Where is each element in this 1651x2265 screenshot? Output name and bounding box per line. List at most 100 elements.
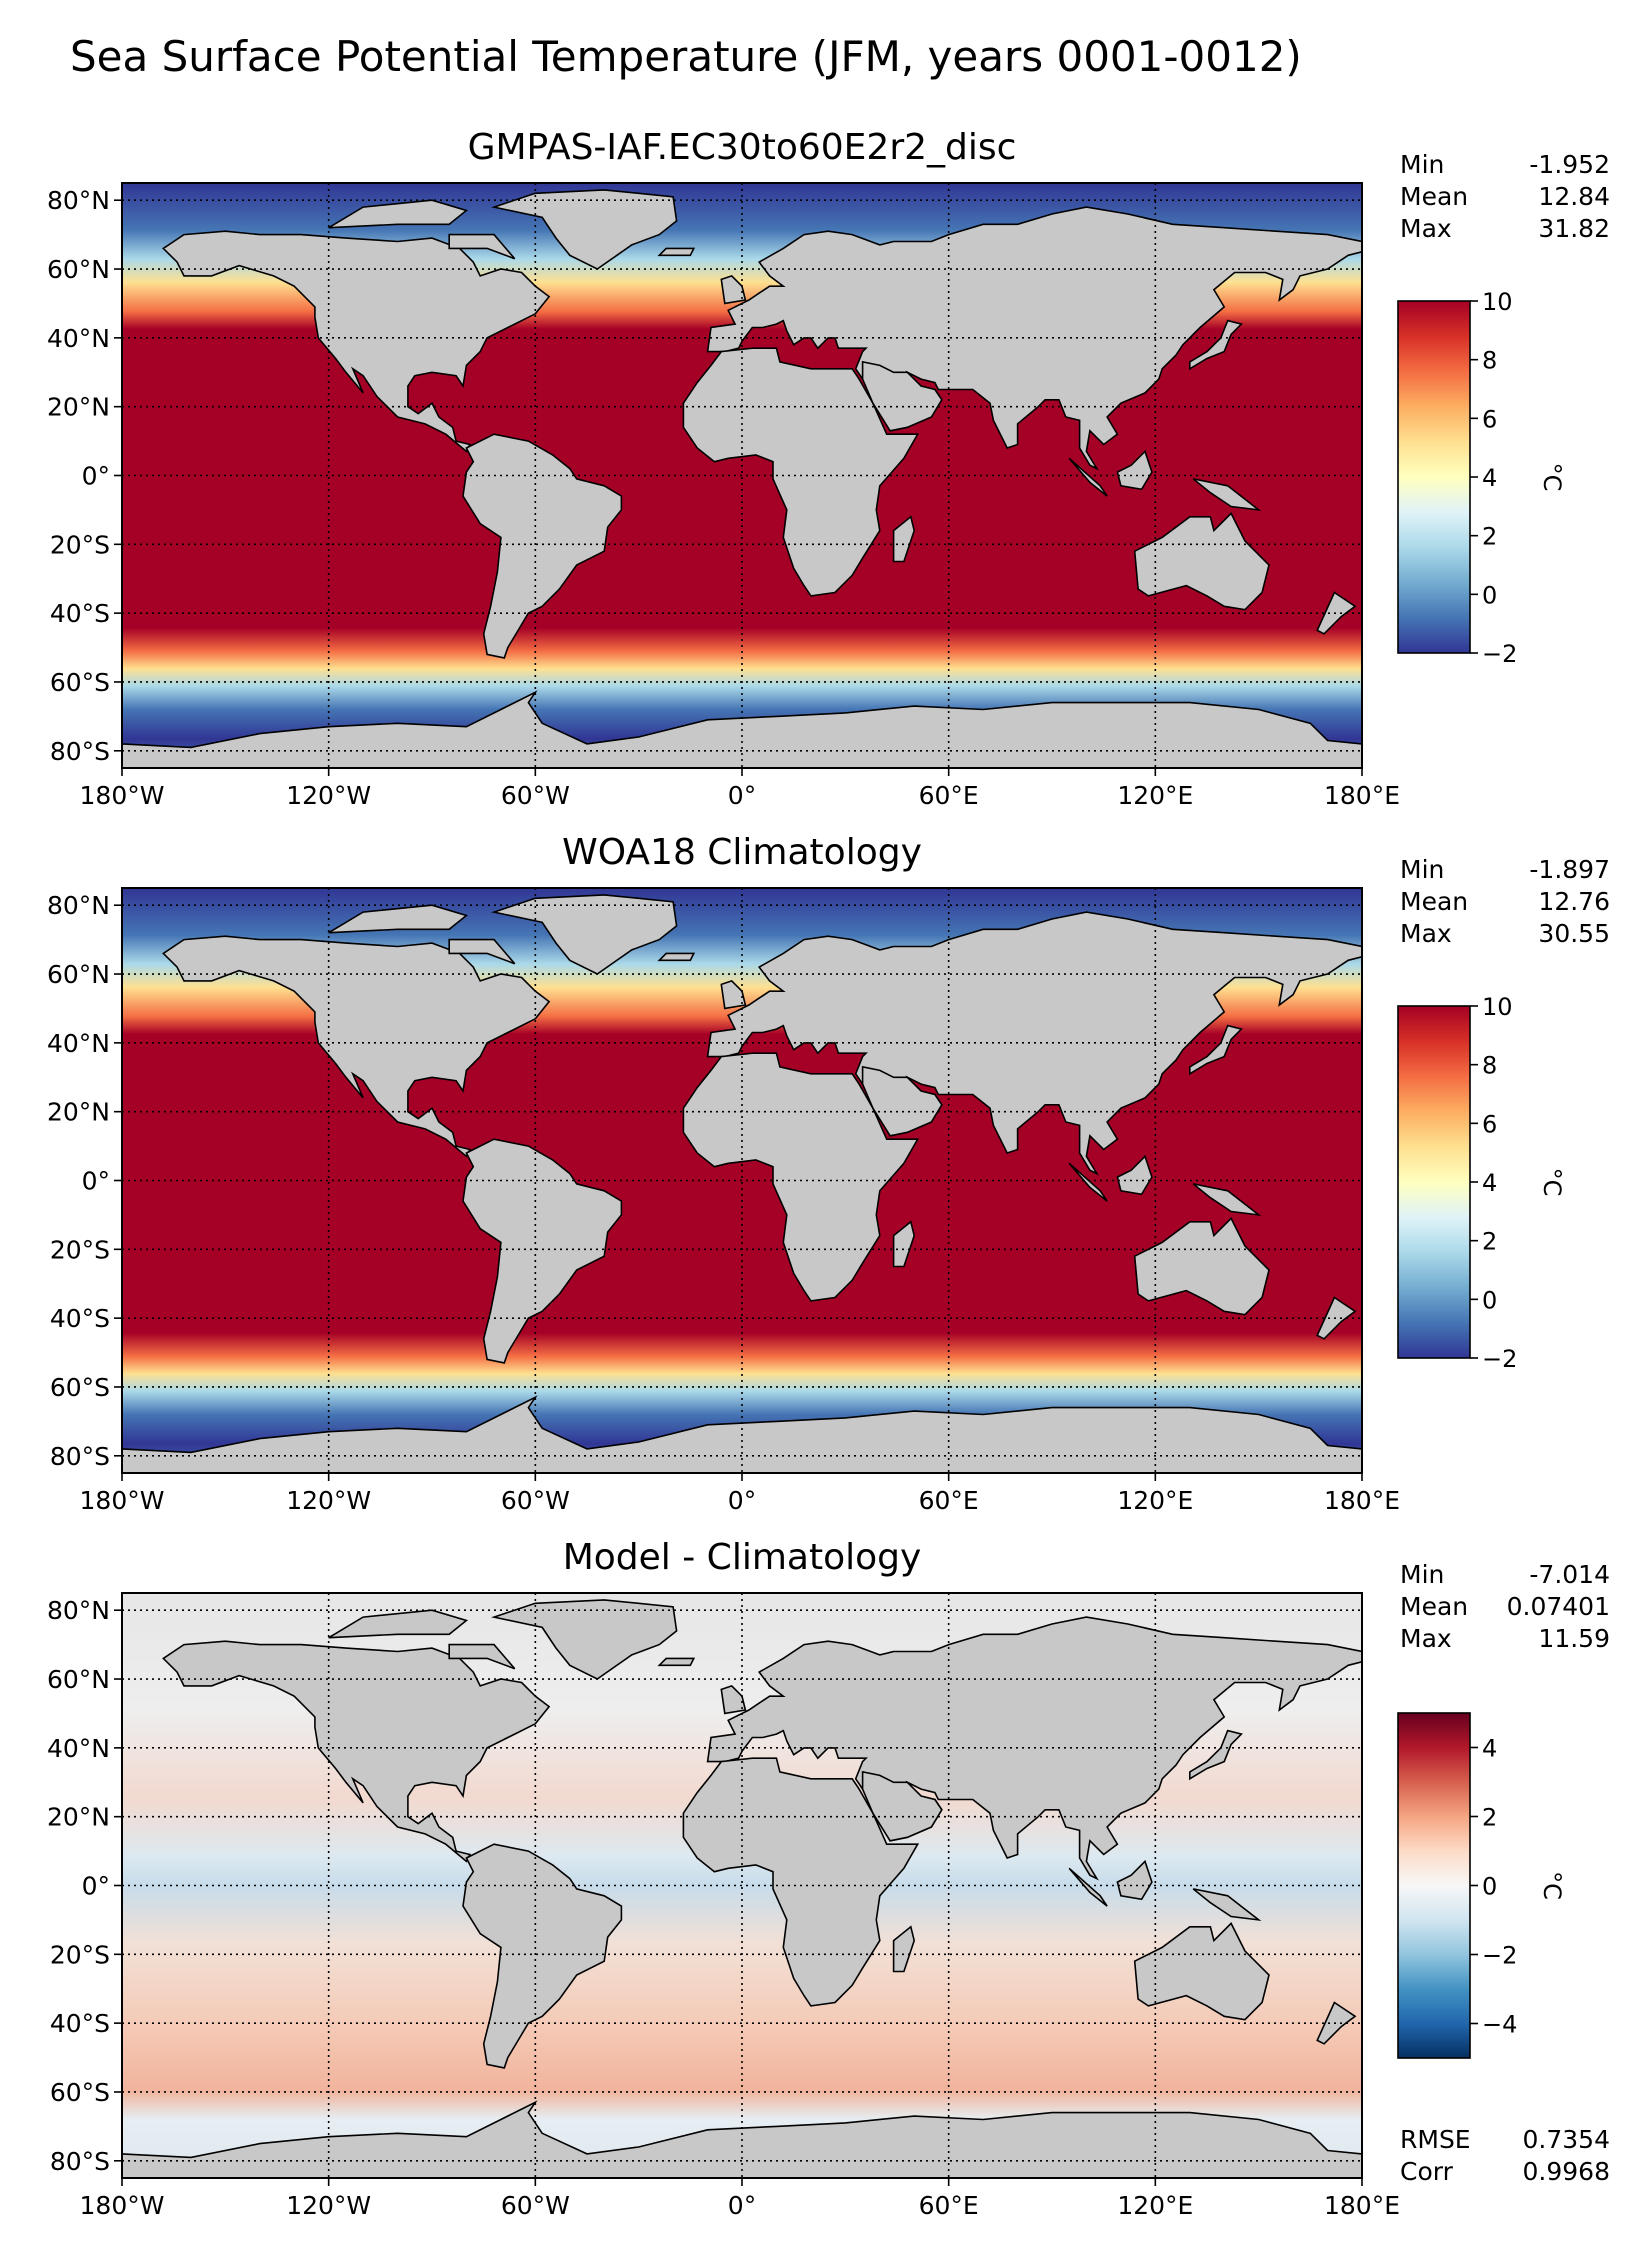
y-tick-label: 20°N — [47, 1803, 110, 1832]
land-mass — [1133, 1217, 1270, 1316]
y-tick-label: 60°N — [47, 255, 110, 284]
land-mass — [162, 1640, 551, 1863]
land-mass — [720, 979, 747, 1010]
land-mass — [892, 1925, 916, 1973]
x-tick-label: 120°W — [286, 2191, 371, 2220]
y-tick-label: 20°S — [50, 530, 110, 559]
colorbar-tick-label: 0 — [1482, 1286, 1497, 1314]
land-mass — [328, 1609, 469, 1639]
stats-box: Min -7.014 Mean 0.07401 Max 11.59 RMSE 0.7354 Co… — [1400, 1560, 1610, 2186]
y-tick-label: 60°N — [47, 1665, 110, 1694]
land-mass — [1189, 319, 1243, 371]
x-tick-label: 180°E — [1324, 781, 1400, 810]
colorbar — [1397, 300, 1471, 654]
colorbar — [1397, 1712, 1471, 2059]
land-mass — [1192, 1183, 1262, 1217]
land-mass — [1133, 512, 1270, 611]
stat-label: Max — [1400, 214, 1452, 243]
land-mass — [1192, 478, 1262, 512]
panel-2: WOA18 Climatology 180°W 120°W 60°W 0° 60°E 120… — [47, 832, 1610, 1515]
y-tick-label: 80°S — [50, 1442, 110, 1471]
colorbar-label: °C — [1538, 1168, 1566, 1197]
x-tick-label: 120°E — [1117, 2191, 1193, 2220]
stat-label: Mean — [1400, 1592, 1468, 1621]
x-tick-label: 120°W — [286, 781, 371, 810]
stat-label: Mean — [1400, 182, 1468, 211]
land-mass — [1133, 1922, 1270, 2021]
land-mass — [861, 1065, 943, 1137]
panel-3: Model - Climatology 180°W 120°W 60°W 0° 60°E 1… — [47, 1537, 1610, 2220]
land-mass — [328, 199, 469, 229]
land-mass — [1116, 1154, 1153, 1196]
colorbar-tick-label: 4 — [1482, 1169, 1497, 1197]
land-mass — [1068, 1162, 1108, 1202]
stat-value: 0.7354 — [1523, 2125, 1610, 2154]
land-mass — [682, 1757, 920, 2007]
x-tick-label: 0° — [728, 2191, 756, 2220]
stat-label: Max — [1400, 1624, 1452, 1653]
land-mass — [162, 230, 551, 453]
stat-label: Min — [1400, 1560, 1444, 1589]
y-tick-label: 80°N — [47, 891, 110, 920]
y-tick-label: 80°N — [47, 1596, 110, 1625]
y-tick-label: 40°N — [47, 1734, 110, 1763]
figure-title: Sea Surface Potential Temperature (JFM, … — [70, 32, 1302, 81]
y-tick-label: 20°S — [50, 1940, 110, 1969]
x-tick-label: 60°W — [501, 1486, 570, 1515]
land-mass — [1316, 591, 1357, 635]
land-mass — [657, 952, 696, 962]
x-tick-label: 60°E — [919, 2191, 979, 2220]
land-mass — [1316, 2001, 1357, 2045]
y-tick-label: 20°S — [50, 1235, 110, 1264]
colorbar-tick-label: −2 — [1482, 1942, 1517, 1970]
y-tick-label: 40°N — [47, 1029, 110, 1058]
colorbar-tick-label: −4 — [1482, 2011, 1517, 2039]
land-mass — [448, 233, 516, 260]
y-tick-label: 60°N — [47, 960, 110, 989]
land-mass — [892, 515, 916, 563]
y-tick-label: 20°N — [47, 393, 110, 422]
land-mass — [1068, 457, 1108, 497]
x-tick-label: 180°W — [80, 2191, 165, 2220]
land-mass — [490, 189, 678, 270]
colorbar-tick-label: 2 — [1482, 523, 1497, 551]
x-tick-label: 180°E — [1324, 2191, 1400, 2220]
y-tick-label: 20°N — [47, 1098, 110, 1127]
x-tick-label: 0° — [728, 781, 756, 810]
y-tick-label: 40°N — [47, 324, 110, 353]
stat-value: 12.84 — [1538, 182, 1610, 211]
stat-label: Min — [1400, 855, 1444, 884]
colorbar-tick-label: 4 — [1482, 1735, 1497, 1763]
stat-value: -1.897 — [1529, 855, 1610, 884]
y-tick-label: 60°S — [50, 1373, 110, 1402]
y-tick-label: 80°S — [50, 2147, 110, 2176]
stat-label: RMSE — [1400, 2125, 1471, 2154]
x-tick-label: 60°W — [501, 2191, 570, 2220]
colorbar-tick-label: 8 — [1482, 1052, 1497, 1080]
colorbar-tick-label: 10 — [1482, 993, 1513, 1021]
stat-value: 31.82 — [1538, 214, 1610, 243]
y-tick-label: 0° — [82, 1872, 110, 1901]
land-mass — [720, 1684, 747, 1715]
land-mass — [892, 1220, 916, 1268]
land-mass — [162, 935, 551, 1158]
colorbar-label: °C — [1538, 1871, 1566, 1900]
land-mass — [861, 1770, 943, 1842]
stats-box: Min -1.952 Mean 12.84 Max 31.82 — [1400, 150, 1610, 243]
panel-title: WOA18 Climatology — [562, 832, 922, 873]
x-tick-label: 180°W — [80, 781, 165, 810]
stat-value: -1.952 — [1529, 150, 1610, 179]
stat-label: Max — [1400, 919, 1452, 948]
stats-box: Min -1.897 Mean 12.76 Max 30.55 — [1400, 855, 1610, 948]
land-mass — [861, 360, 943, 432]
colorbar-tick-label: −2 — [1482, 640, 1517, 668]
panel-title: Model - Climatology — [563, 1537, 922, 1578]
land-mass — [448, 938, 516, 965]
y-tick-label: 0° — [82, 1167, 110, 1196]
stat-value: 30.55 — [1538, 919, 1610, 948]
land-mass — [657, 247, 696, 257]
panel-title: GMPAS-IAF.EC30to60E2r2_disc — [468, 127, 1017, 168]
stat-value: 0.07401 — [1507, 1592, 1610, 1621]
land-mass — [682, 347, 920, 597]
